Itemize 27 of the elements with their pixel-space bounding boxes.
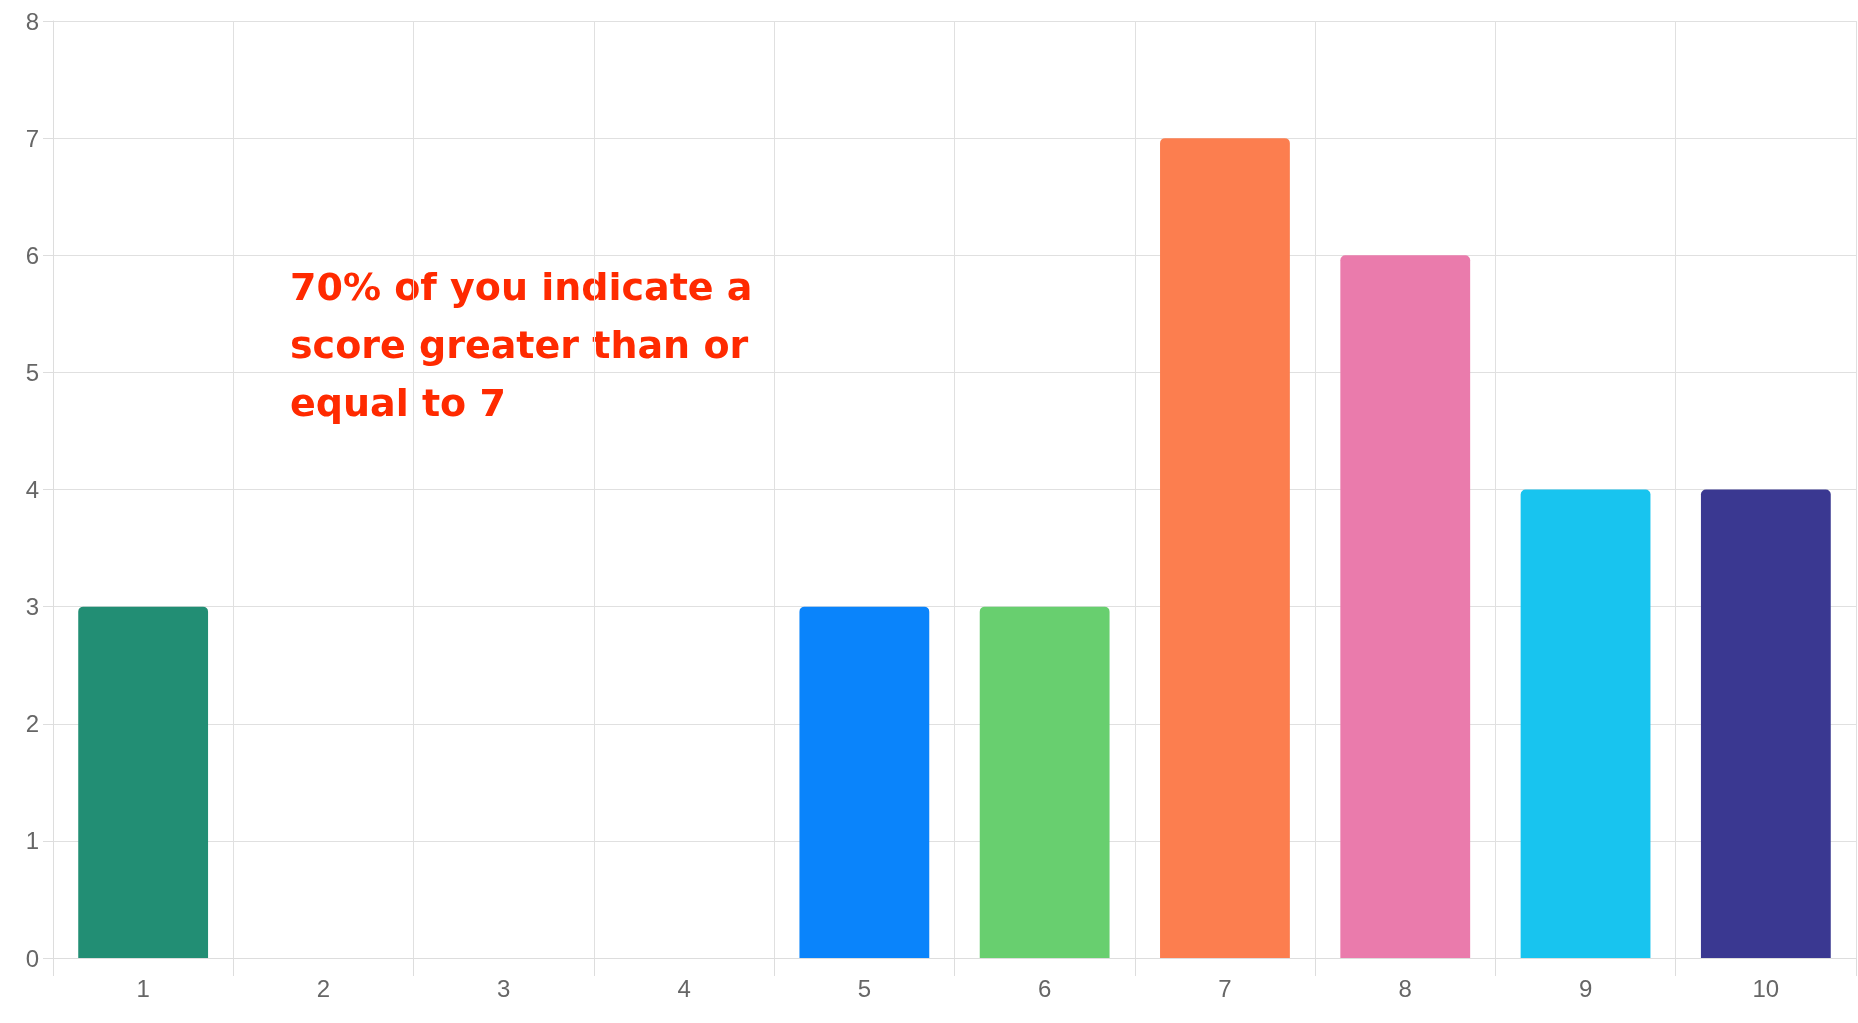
x-tick-label: 6 (1037, 974, 1052, 1002)
bar (1700, 489, 1831, 958)
bar (1160, 138, 1290, 958)
x-tick-label: 1 (136, 974, 150, 1002)
annotation: 70% of you indicate a score greater than or equal to 7 (290, 265, 766, 425)
y-tick-label: 4 (25, 476, 39, 503)
x-tick-label: 5 (857, 974, 872, 1002)
x-tick-label: 7 (1218, 974, 1232, 1002)
bar (1520, 489, 1651, 958)
x-tick-label: 4 (677, 974, 691, 1002)
y-tick-label: 3 (25, 593, 39, 621)
y-tick-label: 7 (25, 124, 39, 152)
bar (979, 606, 1110, 958)
x-tick-label: 9 (1578, 974, 1593, 1002)
y-tick-label: 1 (25, 827, 39, 855)
bar (78, 606, 209, 958)
x-tick-label: 10 (1752, 974, 1780, 1002)
y-tick-label: 5 (25, 358, 39, 386)
y-tick-label: 8 (25, 7, 39, 35)
y-tick-label: 0 (25, 944, 39, 972)
bar (799, 606, 930, 958)
x-tick-label: 8 (1398, 974, 1412, 1002)
x-tick-label: 3 (497, 974, 511, 1002)
y-tick-label: 2 (25, 710, 39, 738)
x-tick-label: 2 (316, 974, 331, 1002)
bar (1340, 255, 1471, 958)
y-tick-label: 6 (25, 241, 39, 269)
